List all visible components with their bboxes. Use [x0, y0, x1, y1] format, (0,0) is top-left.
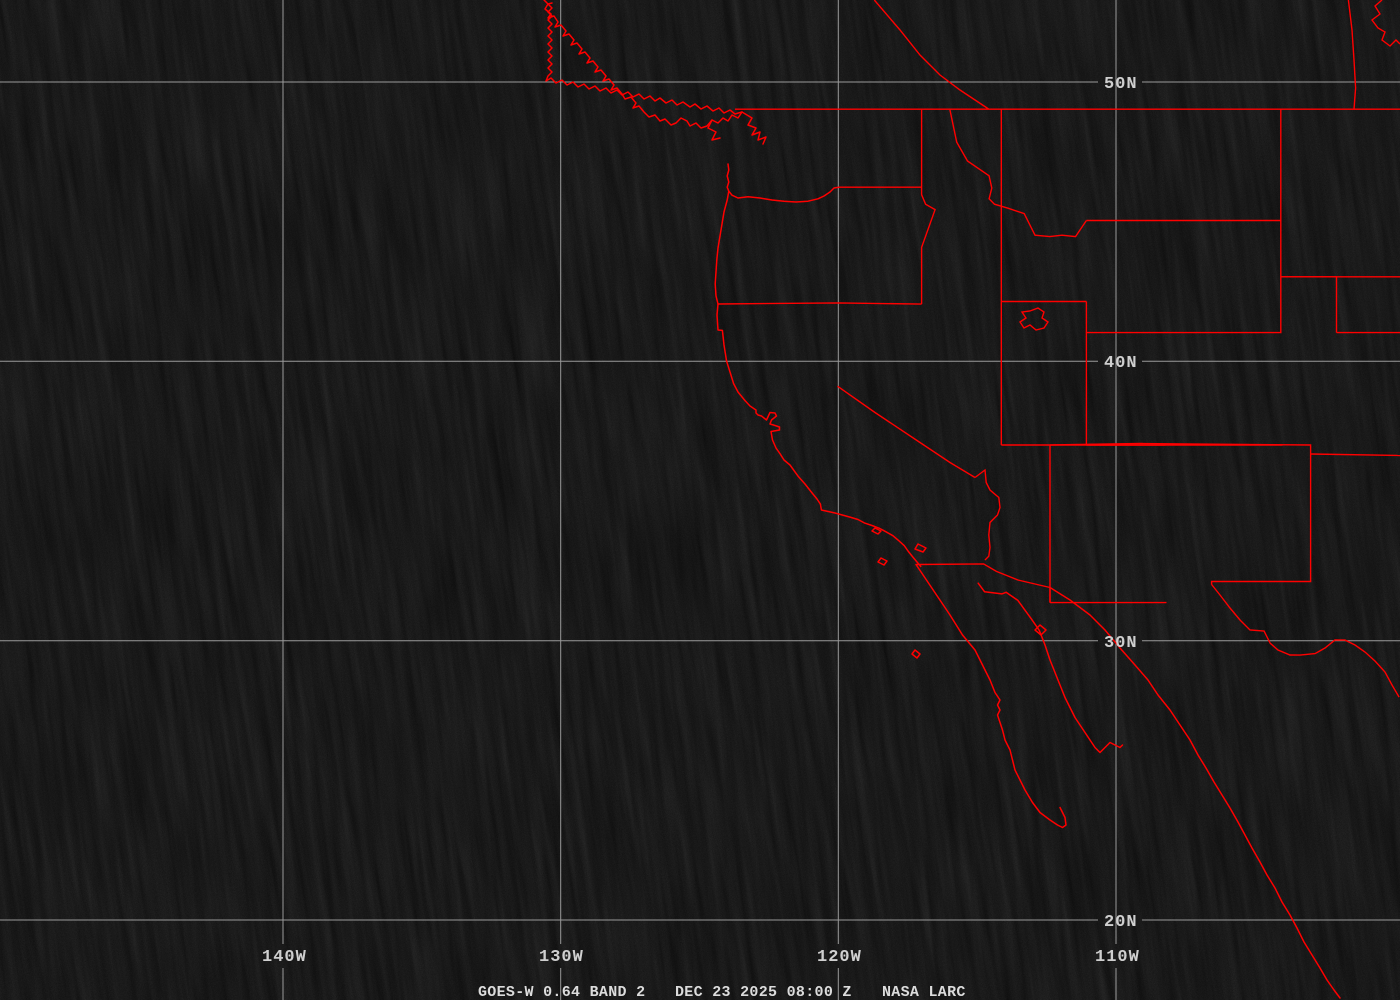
svg-text:30N: 30N [1104, 634, 1138, 653]
svg-text:140W: 140W [262, 948, 307, 967]
svg-text:NASA LARC: NASA LARC [882, 984, 966, 1000]
svg-text:120W: 120W [817, 948, 862, 967]
svg-text:50N: 50N [1104, 75, 1138, 94]
svg-text:130W: 130W [539, 948, 584, 967]
svg-text:20N: 20N [1104, 913, 1138, 932]
svg-text:110W: 110W [1095, 948, 1140, 967]
svg-text:GOES-W 0.64 BAND 2: GOES-W 0.64 BAND 2 [478, 984, 645, 1000]
svg-text:DEC 23 2025 08:00 Z: DEC 23 2025 08:00 Z [675, 984, 852, 1000]
svg-text:40N: 40N [1104, 354, 1138, 373]
